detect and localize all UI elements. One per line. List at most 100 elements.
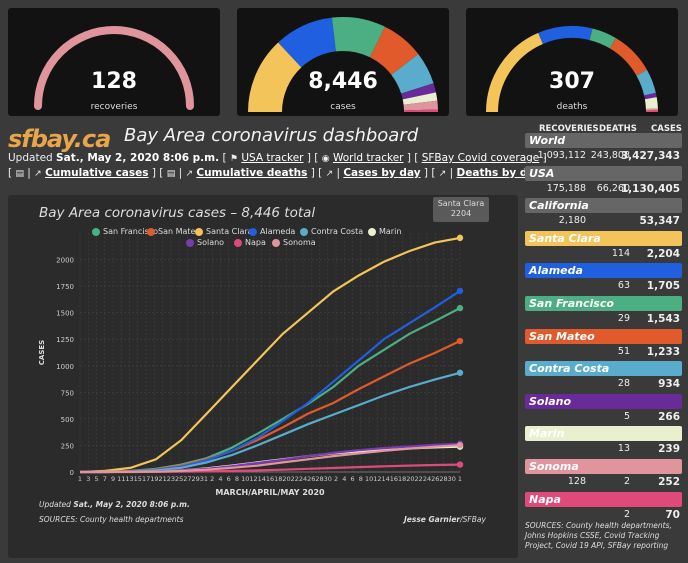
x-tick-label: 17 bbox=[142, 475, 150, 483]
region-deaths: 2 bbox=[623, 476, 630, 487]
region-values-11: 2 70 bbox=[525, 509, 682, 523]
legend-item[interactable]: Solano bbox=[186, 238, 224, 247]
x-tick-label: 3 bbox=[86, 475, 90, 483]
gauge-segment bbox=[278, 17, 337, 68]
series-endpoint[interactable] bbox=[456, 304, 464, 312]
region-cases: 70 bbox=[665, 508, 680, 521]
series-line-sonoma[interactable] bbox=[80, 444, 461, 474]
cumulative-cases-link[interactable]: Cumulative cases bbox=[45, 167, 149, 179]
region-name-5[interactable]: San Francisco bbox=[525, 296, 682, 311]
region-recoveries: 2,180 bbox=[558, 215, 586, 227]
header-recoveries: RECOVERIES bbox=[539, 124, 599, 134]
gauge-segment bbox=[486, 32, 544, 113]
gauge-segment bbox=[390, 54, 434, 95]
sfbay-covid-coverage-link[interactable]: SFBay Covid coverage bbox=[421, 152, 540, 164]
series-endpoint[interactable] bbox=[456, 287, 464, 295]
region-deaths: 29 bbox=[617, 313, 630, 324]
header-cases: CASES bbox=[651, 124, 682, 134]
line-chart-icon: ↗ bbox=[185, 169, 194, 179]
region-name-2[interactable]: California bbox=[525, 198, 682, 214]
x-tick-label: 28 bbox=[439, 475, 447, 483]
region-deaths: 28 bbox=[617, 378, 630, 390]
y-tick-label: 0 bbox=[70, 469, 74, 477]
recoveries-label: recoveries bbox=[90, 102, 138, 112]
tooltip-name: Santa Clara bbox=[437, 199, 485, 208]
x-tick-label: 29 bbox=[192, 475, 200, 483]
series-endpoint[interactable] bbox=[456, 234, 464, 242]
recoveries-gauge-arc bbox=[34, 26, 194, 110]
legend-item[interactable]: San Francisco bbox=[92, 227, 158, 236]
dashboard-header: sfbay.ca Bay Area coronavirus dashboard bbox=[8, 123, 518, 153]
region-name-7[interactable]: Contra Costa bbox=[525, 361, 682, 377]
legend-item[interactable]: Santa Clara bbox=[195, 227, 253, 236]
region-deaths: 63 bbox=[617, 280, 630, 292]
line-chart-icon: ↗ bbox=[438, 169, 447, 179]
bar-chart-icon: ▤ bbox=[166, 169, 176, 179]
cases-gauge: 8,446 cases bbox=[237, 8, 449, 116]
legend-item[interactable]: Marin bbox=[368, 227, 401, 236]
legend-swatch bbox=[234, 238, 242, 247]
x-tick-label: 8 bbox=[359, 475, 363, 483]
x-tick-label: 18 bbox=[274, 475, 282, 483]
flag-icon: ⚑ bbox=[229, 154, 238, 164]
legend-item[interactable]: San Mateo bbox=[147, 227, 200, 236]
x-tick-label: 14 bbox=[382, 475, 390, 483]
x-tick-label: 10 bbox=[365, 475, 373, 483]
region-deaths: 2 bbox=[623, 508, 630, 520]
region-name-8[interactable]: Solano bbox=[525, 393, 682, 409]
world-tracker-link[interactable]: World tracker bbox=[332, 152, 404, 164]
gauge-segment bbox=[644, 92, 657, 100]
region-name-9[interactable]: Marin bbox=[525, 426, 682, 442]
x-tick-label: 14 bbox=[258, 475, 266, 483]
legend-item[interactable]: Sonoma bbox=[272, 238, 316, 247]
region-name-11[interactable]: Napa bbox=[525, 491, 682, 507]
x-tick-label: 30 bbox=[324, 475, 332, 483]
x-tick-label: 22 bbox=[291, 475, 299, 483]
region-name-4[interactable]: Alameda bbox=[525, 263, 682, 279]
usa-tracker-link[interactable]: USA tracker bbox=[241, 152, 304, 164]
cumulative-deaths-link[interactable]: Cumulative deaths bbox=[196, 167, 308, 179]
series-endpoint[interactable] bbox=[456, 369, 464, 376]
series-line-santa-clara[interactable] bbox=[79, 236, 461, 474]
tooltip-value: 2204 bbox=[450, 209, 472, 218]
series-endpoint[interactable] bbox=[456, 337, 464, 345]
x-tick-label: 4 bbox=[218, 475, 222, 483]
y-tick-label: 1250 bbox=[56, 336, 74, 344]
x-tick-label: 19 bbox=[150, 475, 158, 483]
legend-label: Marin bbox=[379, 227, 402, 236]
chart-links-line: [ ▤ | ↗ Cumulative cases ] [ ▤ | ↗ Cumul… bbox=[8, 167, 548, 179]
legend-swatch bbox=[195, 227, 203, 236]
legend-item[interactable]: Alameda bbox=[249, 227, 295, 236]
region-name-0[interactable]: World bbox=[525, 133, 682, 148]
x-tick-label: 13 bbox=[125, 475, 133, 483]
page-title: Bay Area coronavirus dashboard bbox=[124, 125, 419, 146]
region-name-10[interactable]: Sonoma bbox=[525, 459, 682, 474]
region-name-1[interactable]: USA bbox=[525, 165, 682, 181]
series-endpoint[interactable] bbox=[456, 461, 464, 468]
deaths-by-day-link[interactable]: Deaths by day bbox=[456, 167, 542, 179]
legend-item[interactable]: Napa bbox=[234, 238, 266, 247]
region-deaths: 5 bbox=[623, 410, 630, 422]
x-tick-label: 23 bbox=[167, 475, 175, 483]
x-tick-label: 6 bbox=[227, 475, 231, 483]
region-name-6[interactable]: San Mateo bbox=[525, 328, 682, 344]
gauge-segment bbox=[589, 28, 617, 49]
x-tick-label: 31 bbox=[200, 475, 208, 483]
line-chart-icon: ↗ bbox=[34, 169, 42, 179]
gauge-segment bbox=[636, 69, 656, 96]
region-cases: 1,705 bbox=[646, 280, 680, 293]
legend-item[interactable]: Contra Costa bbox=[300, 227, 363, 236]
region-values-3: 114 2,204 bbox=[525, 248, 682, 262]
series-endpoint[interactable] bbox=[456, 442, 464, 449]
cases-by-day-link[interactable]: Cases by day bbox=[343, 167, 421, 179]
sfbay-logo[interactable]: sfbay.ca bbox=[8, 125, 111, 153]
region-cases: 1,233 bbox=[646, 345, 680, 358]
region-name-3[interactable]: Santa Clara bbox=[525, 230, 682, 246]
region-values-4: 63 1,705 bbox=[525, 280, 682, 294]
x-tick-label: 8 bbox=[235, 475, 239, 483]
legend-swatch bbox=[300, 227, 308, 236]
x-axis-title: MARCH/APRIL/MAY 2020 bbox=[215, 488, 325, 497]
region-cases: 3,427,343 bbox=[620, 150, 680, 162]
x-tick-label: 9 bbox=[111, 475, 115, 483]
